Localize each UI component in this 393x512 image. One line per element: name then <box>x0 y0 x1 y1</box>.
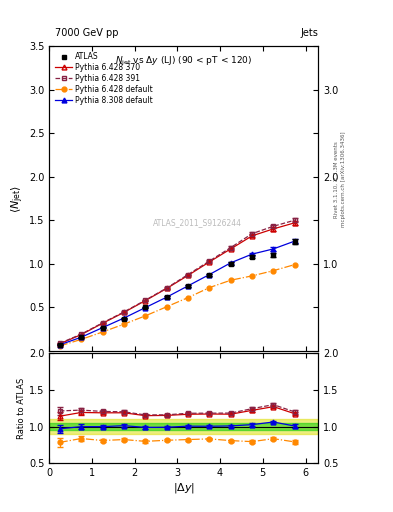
Text: $N_\mathrm{jet}$ vs $\Delta y$ (LJ) (90 < pT < 120): $N_\mathrm{jet}$ vs $\Delta y$ (LJ) (90 … <box>115 55 252 68</box>
Y-axis label: Ratio to ATLAS: Ratio to ATLAS <box>17 378 26 439</box>
Bar <box>49 419 318 434</box>
Text: Jets: Jets <box>301 28 318 38</box>
Text: Rivet 3.1.10, ≥ 3.3M events: Rivet 3.1.10, ≥ 3.3M events <box>334 141 338 218</box>
Bar <box>49 423 318 430</box>
Y-axis label: $\langle N_\mathrm{jet}\rangle$: $\langle N_\mathrm{jet}\rangle$ <box>9 184 26 212</box>
Legend: ATLAS, Pythia 6.428 370, Pythia 6.428 391, Pythia 6.428 default, Pythia 8.308 de: ATLAS, Pythia 6.428 370, Pythia 6.428 39… <box>53 50 155 107</box>
X-axis label: $|\Delta y|$: $|\Delta y|$ <box>173 481 195 495</box>
Text: mcplots.cern.ch [arXiv:1306.3436]: mcplots.cern.ch [arXiv:1306.3436] <box>342 132 346 227</box>
Text: 7000 GeV pp: 7000 GeV pp <box>55 28 119 38</box>
Text: ATLAS_2011_S9126244: ATLAS_2011_S9126244 <box>153 218 242 227</box>
